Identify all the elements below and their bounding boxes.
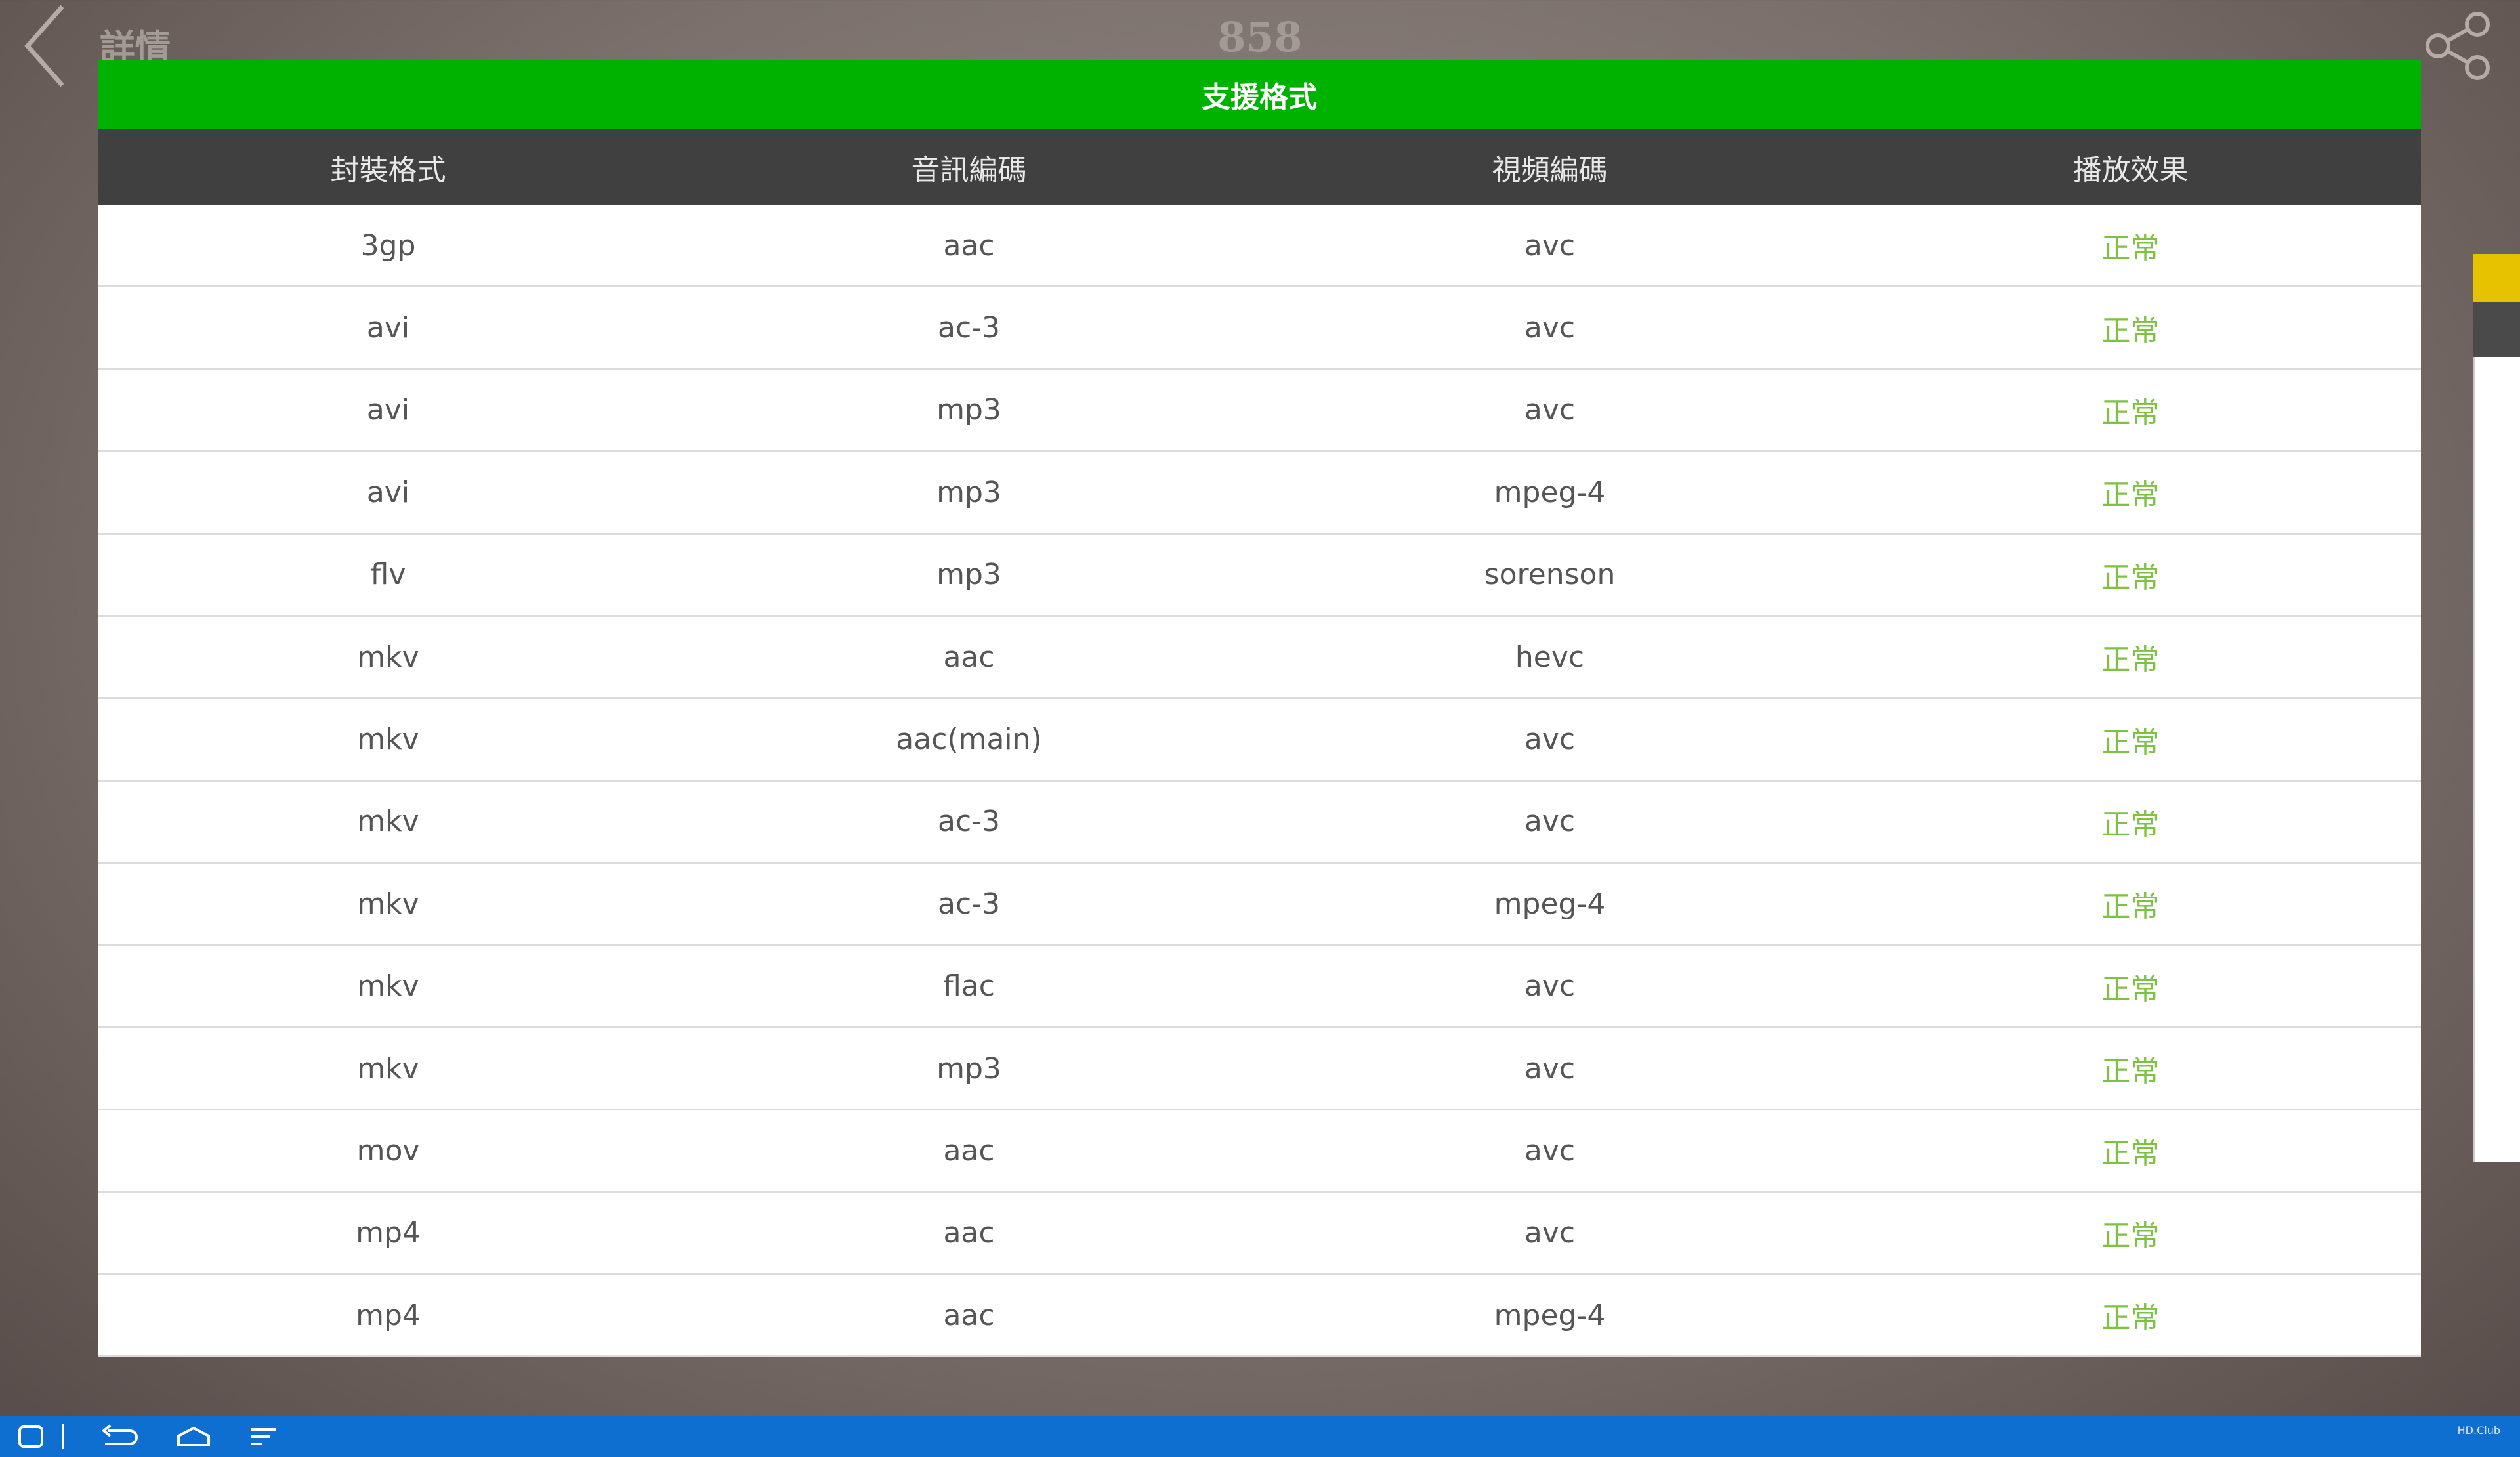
table-row: mkv ac-3 mpeg-4 正常 [98,864,2421,946]
table-row: flv mp3 sorenson 正常 [98,534,2421,617]
app-icon[interactable] [18,1425,43,1448]
table-cell: mkv [357,805,419,839]
status-cell: 正常 [2101,725,2160,759]
table-cell: mov [356,1133,420,1168]
table-cell: aac [943,1133,995,1168]
status-cell: 正常 [2101,1137,2160,1171]
table-cell: avc [1524,228,1576,263]
table-row: mp4 aac mpeg-4 正常 [98,1275,2421,1358]
status-cell: 正常 [2101,1301,2160,1336]
table-cell: aac [943,1298,995,1332]
table-cell: avc [1524,1051,1576,1086]
column-header: 封裝格式 [330,153,446,187]
column-header: 播放效果 [2072,153,2189,187]
status-cell: 正常 [2101,1055,2160,1089]
side-panel [2473,357,2520,1162]
table-cell: aac(main) [896,723,1042,757]
table-cell: mkv [357,723,419,757]
table-cell: mpeg-4 [1494,1298,1606,1332]
table-cell: avc [1524,1216,1576,1250]
table-cell: 3gp [360,228,416,263]
table-cell: avc [1524,311,1576,345]
table-cell: aac [943,640,995,674]
table-cell: mkv [357,1051,419,1086]
back-icon[interactable] [101,1424,138,1445]
table-row: mkv ac-3 avc 正常 [98,781,2421,864]
table-cell: mp3 [936,558,1001,592]
nav-icons [18,1424,276,1449]
column-header: 音訊編碼 [911,153,1027,187]
table-cell: aac [943,228,995,263]
table-row: mkv aac(main) avc 正常 [98,699,2421,782]
side-tab[interactable] [2473,302,2520,357]
menu-icon[interactable] [251,1428,276,1445]
status-cell: 正常 [2101,1219,2160,1253]
nav-bar [0,1416,2520,1457]
table-row: mkv flac avc 正常 [98,946,2421,1028]
table-cell: avc [1524,723,1576,757]
status-cell: 正常 [2101,643,2160,677]
table-row: avi mp3 mpeg-4 正常 [98,452,2421,535]
table-row: mp4 aac avc 正常 [98,1193,2421,1276]
status-cell: 正常 [2101,396,2160,430]
table-row: 3gp aac avc 正常 [98,205,2421,288]
share-button[interactable] [2422,10,2494,82]
table-cell: avi [366,393,410,427]
table-header: 封裝格式 音訊編碼 視頻編碼 播放效果 [98,129,2421,205]
table-title: 支援格式 [98,60,2421,129]
table-cell: avc [1524,393,1576,427]
table-cell: flv [370,558,406,592]
table-cell: flac [943,969,995,1003]
table-cell: ac-3 [937,311,1001,345]
table-row: mkv aac hevc 正常 [98,616,2421,700]
status-cell: 正常 [2101,890,2160,924]
table-cell: mkv [357,640,419,674]
table-cell: mp3 [936,1051,1001,1086]
table-cell: mp4 [356,1216,421,1250]
status-cell: 正常 [2101,807,2160,841]
table-cell: mp4 [356,1298,421,1332]
table-cell: avi [366,311,410,345]
table-cell: mkv [357,887,419,921]
back-button[interactable] [20,3,72,89]
table-row: mov aac avc 正常 [98,1110,2421,1193]
status-cell: 正常 [2101,560,2160,595]
table-cell: ac-3 [937,887,1001,921]
table-cell: mp3 [936,475,1001,509]
table-body: 3gp aac avc 正常 avi ac-3 avc 正常 avi mp3 avc 正常 avi mp3… [98,205,2421,1358]
table-cell: avc [1524,969,1576,1003]
table-cell: hevc [1515,640,1585,674]
table-row: mkv mp3 avc 正常 [98,1028,2421,1111]
status-cell: 正常 [2101,232,2160,266]
table-cell: ac-3 [937,805,1001,839]
home-icon[interactable] [177,1426,210,1446]
table-cell: mpeg-4 [1494,887,1606,921]
column-header: 視頻編碼 [1492,153,1608,187]
format-table: 支援格式 封裝格式 音訊編碼 視頻編碼 播放效果 3gp aac avc 正常 avi ac-3… [98,60,2421,1358]
table-cell: sorenson [1484,558,1616,592]
table-row: avi ac-3 avc 正常 [98,287,2421,370]
table-cell: avc [1524,1133,1576,1168]
page-title: 858 [1217,13,1303,61]
status-cell: 正常 [2101,478,2160,513]
watermark: HD.Club [2457,1424,2500,1437]
table-cell: avi [366,475,410,509]
table-row: avi mp3 avc 正常 [98,370,2421,453]
side-tab[interactable] [2473,254,2520,302]
table-cell: aac [943,1216,995,1250]
status-cell: 正常 [2101,314,2160,348]
table-cell: mpeg-4 [1494,475,1606,509]
table-cell: avc [1524,805,1576,839]
table-cell: mkv [357,969,419,1003]
table-cell: mp3 [936,393,1001,427]
status-cell: 正常 [2101,972,2160,1006]
